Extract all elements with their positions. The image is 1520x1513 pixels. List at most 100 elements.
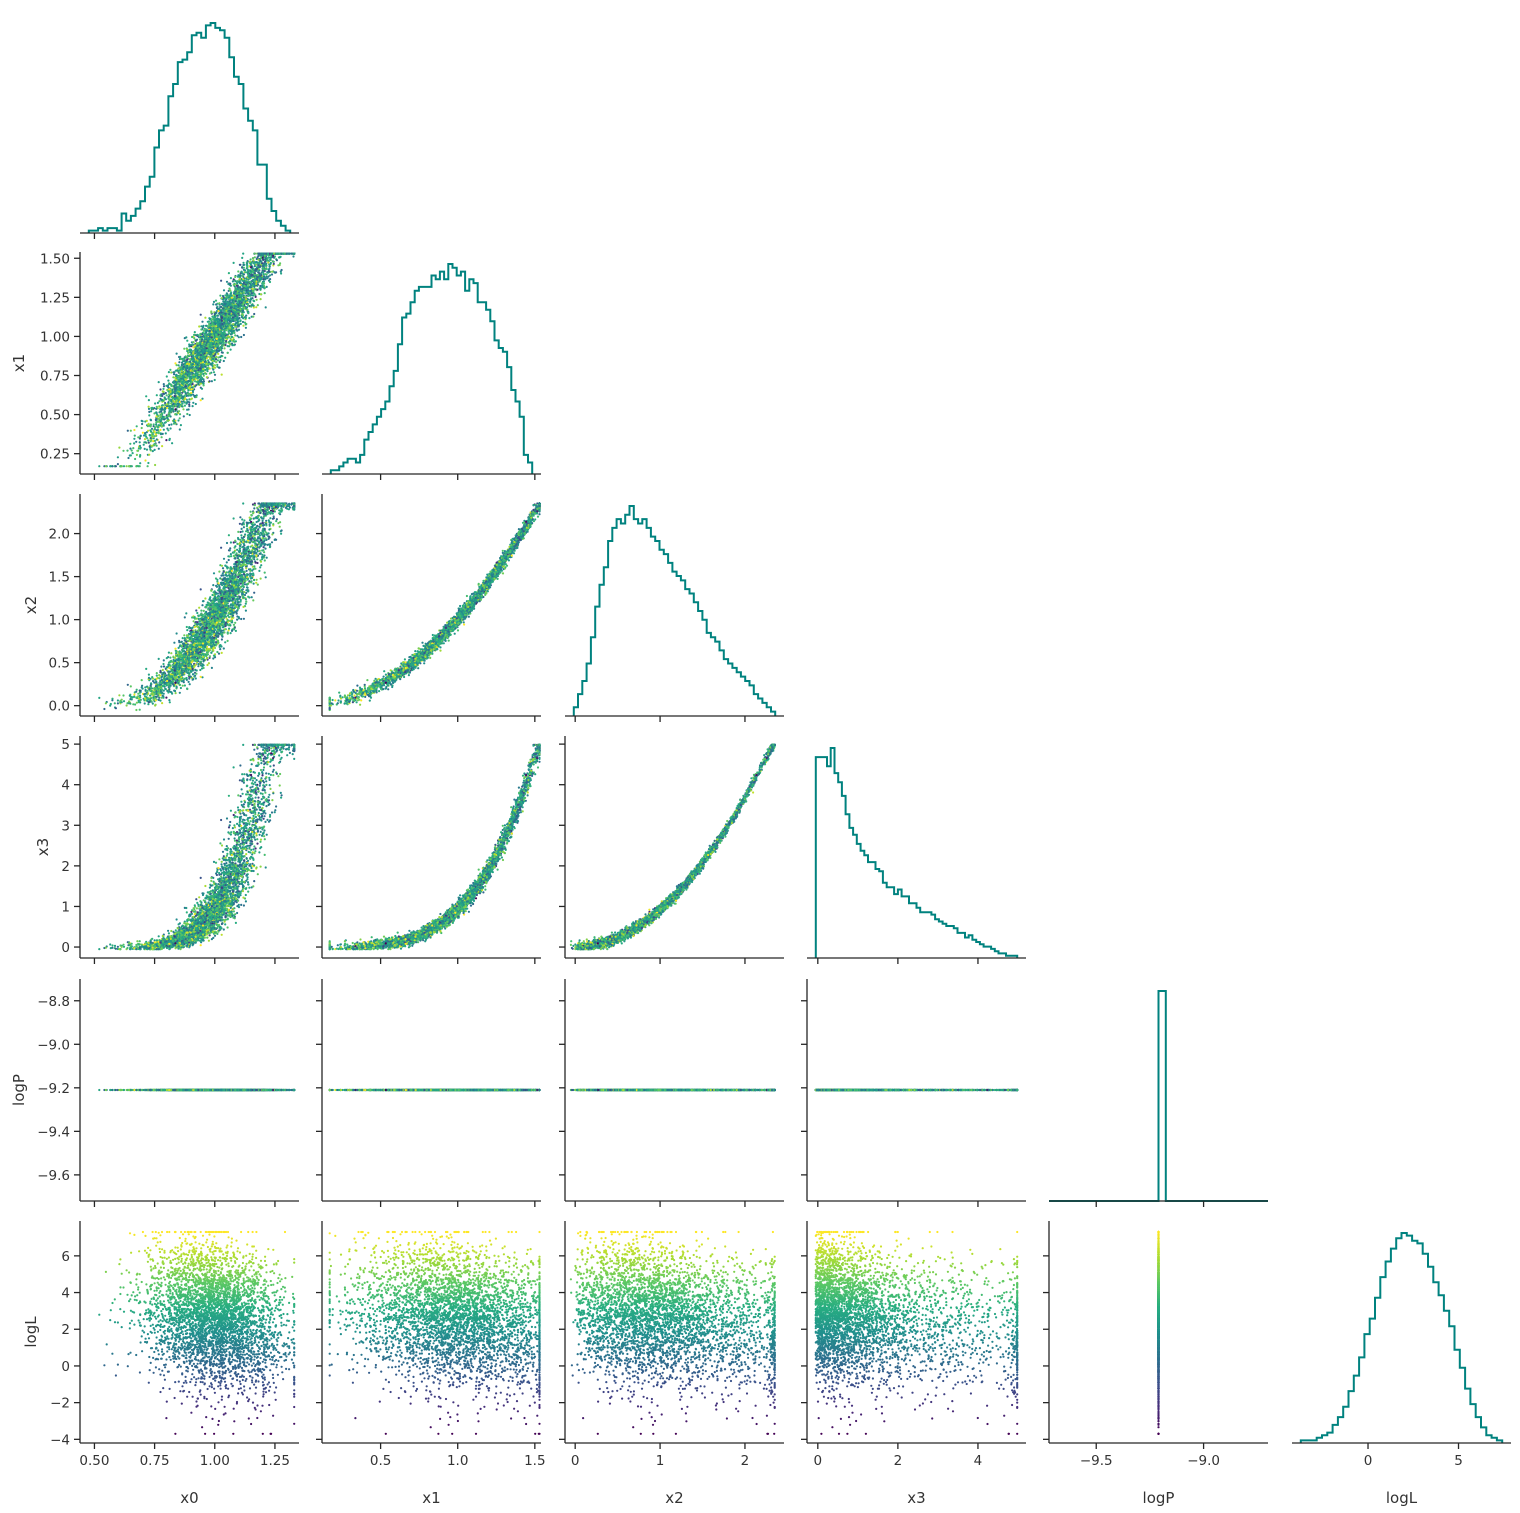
scatter-point	[192, 379, 194, 381]
scatter-point	[205, 337, 207, 339]
scatter-point	[135, 709, 137, 711]
scatter-point	[255, 264, 257, 266]
scatter-point	[247, 270, 249, 272]
scatter-point	[212, 365, 214, 367]
scatter-point	[170, 423, 172, 425]
scatter-point	[159, 388, 161, 390]
scatter-point	[263, 280, 265, 282]
scatter-point	[236, 285, 238, 287]
scatter-point	[129, 443, 131, 445]
scatter-point	[168, 383, 170, 385]
scatter-point	[190, 392, 192, 394]
scatter-point	[239, 301, 241, 303]
scatter-point	[154, 431, 156, 433]
scatter-point	[163, 429, 165, 431]
scatter-point	[261, 278, 263, 280]
scatter-point	[193, 334, 195, 336]
scatter-point	[166, 394, 168, 396]
scatter-point	[265, 306, 267, 308]
scatter-point	[179, 379, 181, 381]
scatter-point	[234, 311, 236, 313]
scatter-point	[136, 702, 138, 704]
scatter-point	[215, 334, 217, 336]
scatter-point	[210, 312, 212, 314]
scatter-point	[207, 366, 209, 368]
scatter-point	[219, 347, 221, 349]
scatter-point	[217, 356, 219, 358]
scatter-point	[246, 282, 248, 284]
scatter-point	[240, 271, 242, 273]
scatter-point	[136, 454, 138, 456]
scatter-point	[229, 340, 231, 342]
scatter-point	[122, 450, 124, 452]
scatter-point	[158, 448, 160, 450]
scatter-point	[233, 330, 235, 332]
scatter-point	[242, 262, 244, 264]
scatter-point	[180, 367, 182, 369]
scatter-point	[196, 367, 198, 369]
scatter-point	[147, 462, 149, 464]
scatter-point	[155, 418, 157, 420]
scatter-point	[210, 346, 212, 348]
scatter-point	[201, 333, 203, 335]
scatter-point	[126, 450, 128, 452]
scatter-point	[226, 294, 228, 296]
scatter-point	[199, 333, 201, 335]
scatter-point	[220, 337, 222, 339]
scatter-point	[217, 359, 219, 361]
scatter-point	[218, 308, 220, 310]
scatter-point	[243, 334, 245, 336]
scatter-point	[232, 315, 234, 317]
scatter-point	[164, 407, 166, 409]
scatter-point	[155, 433, 157, 435]
scatter-point	[166, 407, 168, 409]
scatter-point	[133, 442, 135, 444]
scatter-point	[201, 388, 203, 390]
scatter-point	[246, 264, 248, 266]
scatter-point	[256, 261, 258, 263]
scatter-point	[162, 393, 164, 395]
scatter-point	[200, 346, 202, 348]
scatter-point	[260, 298, 262, 300]
scatter-point	[183, 384, 185, 386]
scatter-point	[265, 257, 267, 259]
scatter-point	[259, 280, 261, 282]
scatter-point	[226, 301, 228, 303]
scatter-point	[134, 458, 136, 460]
scatter-point	[237, 276, 239, 278]
scatter-point	[151, 435, 153, 437]
scatter-point	[244, 285, 246, 287]
scatter-point	[146, 449, 148, 451]
scatter-point	[191, 398, 193, 400]
scatter-point	[176, 399, 178, 401]
scatter-point	[157, 402, 159, 404]
scatter-point	[186, 402, 188, 404]
scatter-point	[180, 424, 182, 426]
scatter-point	[178, 410, 180, 412]
scatter-point	[157, 426, 159, 428]
scatter-point	[268, 528, 270, 530]
scatter-point	[203, 346, 205, 348]
y-tick-label: 0.25	[40, 447, 70, 463]
scatter-point	[216, 364, 218, 366]
scatter-point	[215, 346, 217, 348]
scatter-point	[186, 363, 188, 365]
scatter-point	[207, 321, 209, 323]
scatter-point	[232, 310, 234, 312]
scatter-point	[264, 273, 266, 275]
scatter-point	[230, 277, 232, 279]
scatter-point	[212, 369, 214, 371]
scatter-point	[217, 315, 219, 317]
scatter-point	[214, 374, 216, 376]
scatter-point	[111, 465, 113, 467]
scatter-point	[227, 318, 229, 320]
scatter-point	[231, 332, 233, 334]
scatter-point	[276, 259, 278, 261]
scatter-point	[226, 296, 228, 298]
scatter-point	[150, 437, 152, 439]
panel-x0-vs-x0	[80, 23, 299, 239]
y-tick-label: 0.50	[40, 408, 70, 424]
scatter-point	[220, 280, 222, 282]
scatter-point	[188, 367, 190, 369]
scatter-point	[150, 419, 152, 421]
